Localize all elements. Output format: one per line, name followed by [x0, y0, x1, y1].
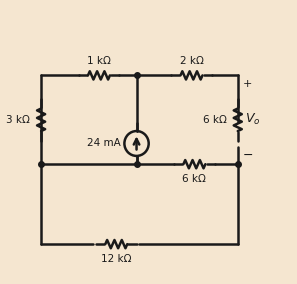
- Text: 1 kΩ: 1 kΩ: [87, 56, 111, 66]
- Text: 6 kΩ: 6 kΩ: [182, 174, 206, 184]
- Text: $V_o$: $V_o$: [245, 112, 260, 127]
- Text: 12 kΩ: 12 kΩ: [101, 254, 132, 264]
- Text: +: +: [243, 79, 252, 89]
- Text: 3 kΩ: 3 kΩ: [6, 115, 30, 125]
- Text: 2 kΩ: 2 kΩ: [180, 56, 203, 66]
- Text: −: −: [243, 149, 253, 162]
- Text: 6 kΩ: 6 kΩ: [203, 115, 227, 125]
- Text: 24 mA: 24 mA: [87, 139, 121, 149]
